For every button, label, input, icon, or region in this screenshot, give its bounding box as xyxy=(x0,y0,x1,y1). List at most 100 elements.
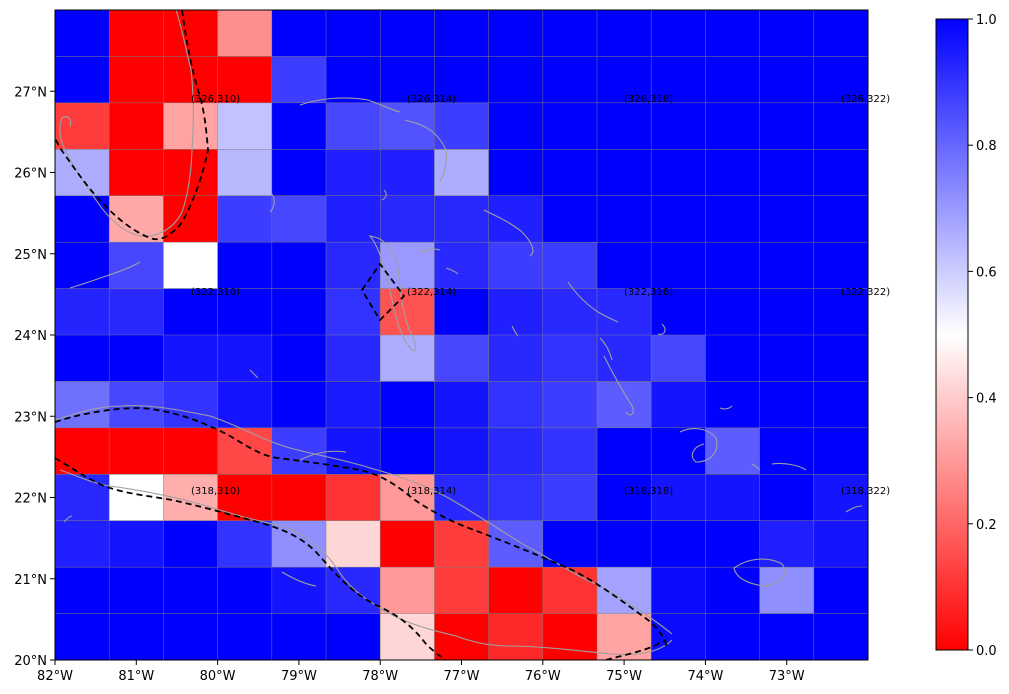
heatmap-cell xyxy=(217,567,273,615)
heatmap-cell xyxy=(434,427,490,475)
heatmap-cell xyxy=(434,195,490,243)
heatmap-cell xyxy=(705,474,761,522)
cell-label: (322,322) xyxy=(841,287,890,298)
heatmap-cell xyxy=(542,335,598,383)
heatmap-cell xyxy=(651,613,706,660)
keys-coastline xyxy=(69,261,141,289)
heatmap-cell xyxy=(597,381,652,429)
cell-label: (326,322) xyxy=(841,94,890,105)
heatmap-cell xyxy=(597,102,652,150)
heatmap-cell xyxy=(380,427,435,475)
heatmap-cell xyxy=(217,288,273,336)
heatmap-cell xyxy=(109,10,164,58)
heatmap-cell xyxy=(759,10,815,58)
heatmap-cell xyxy=(271,56,327,104)
heatmap-cell xyxy=(542,567,598,615)
heatmap-cell xyxy=(380,56,435,104)
heatmap-cell xyxy=(488,56,544,104)
y-tick-label: 22°N xyxy=(14,492,47,507)
heatmap-cell xyxy=(55,242,110,290)
heatmap-cell xyxy=(163,335,219,383)
turks-coastline xyxy=(771,462,807,471)
heatmap-cell xyxy=(380,149,435,197)
heatmap-cells xyxy=(55,10,868,660)
heatmap-cell xyxy=(434,56,490,104)
heatmap-cell xyxy=(217,613,273,660)
heatmap-cell xyxy=(163,288,219,336)
heatmap-cell xyxy=(488,288,544,336)
heatmap-cell xyxy=(813,335,868,383)
heatmap-cell xyxy=(109,335,164,383)
andros-coastline xyxy=(368,235,417,352)
y-tick-label: 20°N xyxy=(14,654,47,669)
heatmap-cell xyxy=(55,149,110,197)
heatmap-cell xyxy=(326,195,381,243)
heatmap-cell xyxy=(109,613,164,660)
heatmap-cell xyxy=(326,149,381,197)
heatmap-cell xyxy=(597,56,652,104)
heatmap-cell xyxy=(380,335,435,383)
heatmap-cell xyxy=(759,427,815,475)
cell-label: (326,314) xyxy=(407,94,456,105)
y-axis: 20°N 21°N 22°N 23°N 24°N 25°N 26°N 27°N xyxy=(14,85,55,669)
florida-coastline xyxy=(59,10,194,237)
heatmap-cell xyxy=(326,613,381,660)
heatmap-cell xyxy=(380,381,435,429)
heatmap-cell xyxy=(217,149,273,197)
andros-eez-line xyxy=(360,262,406,322)
heatmap-cell xyxy=(705,56,761,104)
sabana-keys-coastline xyxy=(299,450,347,461)
heatmap-cell xyxy=(759,149,815,197)
heatmap-cell xyxy=(271,288,327,336)
heatmap-cell xyxy=(163,10,219,58)
y-tick-label: 23°N xyxy=(14,410,47,425)
heatmap-cell xyxy=(217,56,273,104)
heatmap-cell xyxy=(163,427,219,475)
heatmap-cell xyxy=(380,520,435,568)
heatmap-cell xyxy=(217,474,273,522)
heatmap-cell xyxy=(488,335,544,383)
eleuthera-coastline xyxy=(483,209,534,257)
heatmap-cell xyxy=(488,10,544,58)
colorbar-tick-label: 1.0 xyxy=(976,13,997,28)
heatmap-cell xyxy=(542,195,598,243)
heatmap-cell xyxy=(813,56,868,104)
heatmap-cell xyxy=(542,10,598,58)
cuba-north-eez-line xyxy=(55,407,667,647)
cuba-south-eez-line xyxy=(55,457,667,660)
heatmap-cell xyxy=(380,10,435,58)
heatmap-cell xyxy=(488,427,544,475)
heatmap-cell xyxy=(217,427,273,475)
heatmap-cell xyxy=(813,102,868,150)
heatmap-cell xyxy=(55,427,110,475)
heatmap-cell xyxy=(434,102,490,150)
heatmap-cell xyxy=(488,613,544,660)
heatmap-cell xyxy=(597,149,652,197)
heatmap-cell xyxy=(55,381,110,429)
heatmap-cell xyxy=(597,567,652,615)
exuma-coastline xyxy=(567,281,619,323)
cell-labels: (326,310) (326,314) (326,318) (326,322) … xyxy=(191,94,890,497)
heatmap-cell xyxy=(813,520,868,568)
heatmap-cell xyxy=(326,335,381,383)
heatmap-cell xyxy=(542,427,598,475)
heatmap-cell xyxy=(597,10,652,58)
heatmap-cell xyxy=(705,242,761,290)
heatmap-cell xyxy=(109,149,164,197)
heatmap-cell xyxy=(651,242,706,290)
heatmap-cell xyxy=(651,56,706,104)
heatmap-cell xyxy=(434,242,490,290)
heatmap-cell xyxy=(434,335,490,383)
heatmap-cell xyxy=(109,102,164,150)
heatmap-cell xyxy=(705,613,761,660)
heatmap-cell xyxy=(542,149,598,197)
heatmap-cell xyxy=(434,567,490,615)
colorbar xyxy=(935,18,969,651)
acklins-coastline xyxy=(679,428,718,463)
heatmap-cell xyxy=(271,381,327,429)
heatmap-cell xyxy=(813,149,868,197)
heatmap-cell xyxy=(163,613,219,660)
grand-bahama-coastline xyxy=(299,97,401,113)
heatmap-cell xyxy=(813,567,868,615)
heatmap-cell xyxy=(651,335,706,383)
